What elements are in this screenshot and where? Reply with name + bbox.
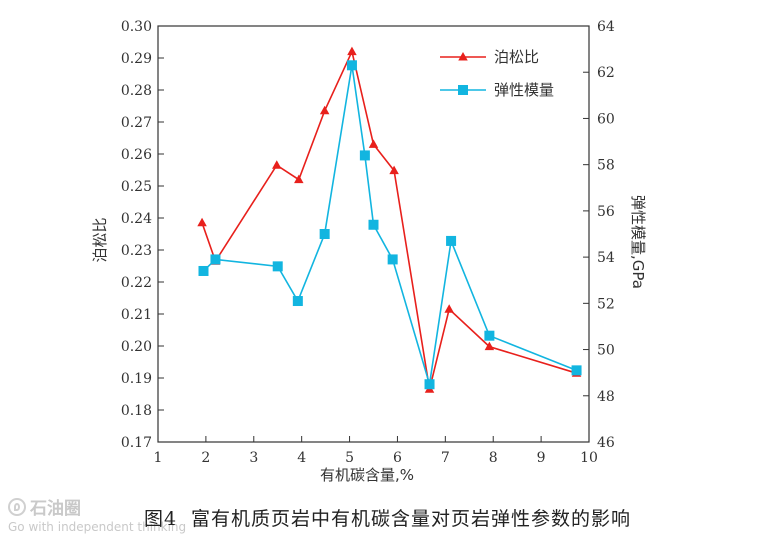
y-left-tick-label: 0.29 <box>121 51 152 67</box>
data-point-square <box>387 254 398 265</box>
x-axis-title: 有机碳含量,% <box>320 466 414 484</box>
x-tick-label: 8 <box>489 450 498 466</box>
y-left-tick-label: 0.26 <box>121 147 152 163</box>
data-point-square <box>571 365 582 376</box>
y-left-tick-label: 0.30 <box>121 19 152 35</box>
watermark: 石油圈 Go with independent thinking <box>8 494 186 534</box>
y-left-tick-label: 0.24 <box>121 211 152 227</box>
y-right-axis-title: 弹性模量,GPa <box>629 195 647 289</box>
data-point-triangle <box>294 174 304 184</box>
data-point-square <box>292 296 303 307</box>
data-point-square <box>359 150 370 161</box>
y-right-tick-label: 60 <box>597 111 615 127</box>
series-line <box>202 65 577 385</box>
watermark-brand: 石油圈 <box>8 494 186 519</box>
y-right-axis-ticks: 46 48 50 52 54 56 58 60 62 64 <box>583 19 615 451</box>
y-left-axis-title: 泊松比 <box>91 217 109 262</box>
y-right-tick-label: 50 <box>597 343 615 359</box>
y-right-tick-label: 64 <box>597 19 615 35</box>
series-layer <box>197 46 582 393</box>
series-line <box>201 49 577 390</box>
data-point-square <box>346 60 357 71</box>
x-tick-label: 1 <box>154 450 163 466</box>
plot-border <box>157 25 590 443</box>
y-left-tick-label: 0.28 <box>121 83 152 99</box>
x-tick-label: 9 <box>537 450 546 466</box>
data-point-square <box>319 229 330 239</box>
data-point-triangle <box>272 160 282 169</box>
data-point-square <box>446 235 457 246</box>
figure-caption: 图4 富有机质页岩中有机碳含量对页岩弹性参数的影响 <box>0 504 775 531</box>
caption-text: 富有机质页岩中有机碳含量对页岩弹性参数的影响 <box>191 508 632 530</box>
plot-frame <box>157 25 590 443</box>
series-elastic-modulus <box>198 60 582 390</box>
data-point-triangle <box>368 139 379 148</box>
y-right-tick-label: 56 <box>597 204 615 220</box>
x-tick-label: 2 <box>201 450 210 466</box>
y-left-tick-label: 0.22 <box>121 275 152 291</box>
y-left-tick-label: 0.25 <box>121 179 152 195</box>
brand-logo-icon <box>8 497 26 516</box>
x-tick-label: 7 <box>441 450 450 466</box>
y-left-tick-label: 0.21 <box>121 307 152 323</box>
x-tick-label: 3 <box>249 450 258 466</box>
y-left-tick-label: 0.19 <box>121 371 152 387</box>
data-point-triangle <box>389 165 399 175</box>
y-right-tick-label: 48 <box>597 389 615 405</box>
y-right-tick-label: 54 <box>597 250 615 266</box>
legend-item: 泊松比 <box>440 48 539 66</box>
figure-number: 图4 <box>143 508 178 530</box>
y-left-tick-label: 0.27 <box>121 115 152 131</box>
y-right-tick-label: 62 <box>597 65 615 81</box>
data-point-square <box>198 265 209 276</box>
x-tick-label: 10 <box>580 450 598 466</box>
legend-label: 泊松比 <box>494 48 539 66</box>
watermark-brand-text: 石油圈 <box>30 499 81 519</box>
data-point-square <box>272 261 283 272</box>
x-axis-ticks: 1 2 3 4 5 6 7 8 9 10 <box>154 436 598 466</box>
y-left-tick-label: 0.18 <box>121 403 152 419</box>
y-left-axis-ticks: 0.17 0.18 0.19 0.20 0.21 0.22 0.23 0.24 0.25 0.26… <box>121 19 164 451</box>
data-point-square <box>484 330 495 341</box>
y-right-tick-label: 58 <box>597 158 615 174</box>
data-point-square <box>368 219 379 230</box>
chart-svg: 1 2 3 4 5 6 7 8 9 10 0.170.180.190.200.210.220.23… <box>91 19 647 484</box>
data-point-square <box>210 254 221 265</box>
data-point-triangle <box>197 217 207 227</box>
legend-item: 弹性模量 <box>440 81 554 99</box>
y-left-tick-label: 0.17 <box>121 435 152 451</box>
legend-marker-square <box>458 85 468 95</box>
x-tick-label: 5 <box>345 450 354 466</box>
watermark-tagline: Go with independent thinking <box>8 520 187 534</box>
legend-label: 弹性模量 <box>494 81 554 99</box>
y-right-tick-label: 46 <box>597 435 615 451</box>
y-left-tick-label: 0.23 <box>121 243 152 259</box>
data-point-triangle <box>484 341 495 351</box>
data-point-triangle <box>347 46 357 56</box>
data-point-triangle <box>444 304 454 313</box>
x-tick-label: 4 <box>297 450 306 466</box>
y-left-tick-label: 0.20 <box>121 339 152 355</box>
data-point-triangle <box>319 105 330 115</box>
y-right-tick-label: 52 <box>597 296 615 312</box>
data-point-square <box>424 379 435 390</box>
x-tick-label: 6 <box>393 450 402 466</box>
legend-marker-triangle <box>458 52 468 61</box>
